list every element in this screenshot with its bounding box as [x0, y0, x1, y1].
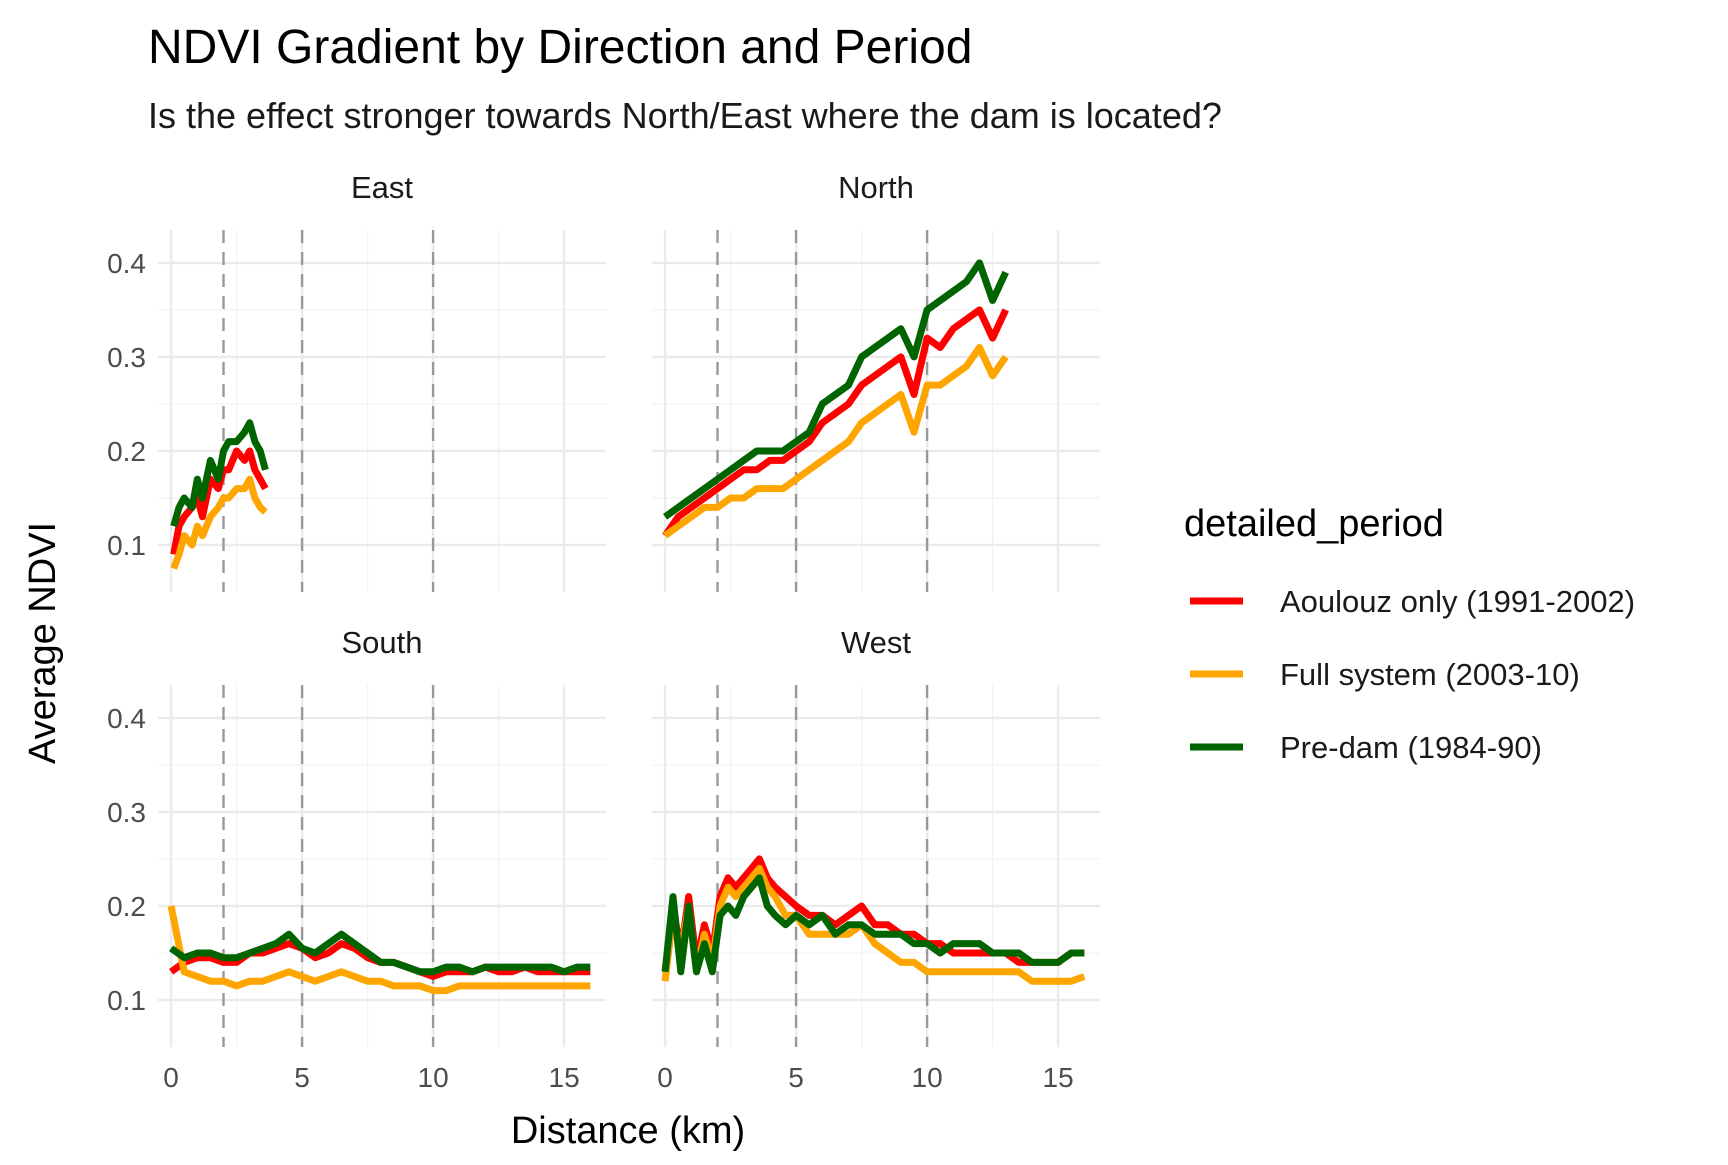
facet-panel-west: West 0 5 10 15: [652, 625, 1100, 1093]
x-tick-label: 0: [163, 1062, 179, 1093]
legend-label: Aoulouz only (1991-2002): [1280, 584, 1635, 619]
series-line: [169, 930, 591, 976]
x-axis-title: Distance (km): [511, 1110, 745, 1152]
legend-label: Full system (2003-10): [1280, 657, 1580, 692]
series-line: [663, 344, 1009, 539]
facet-panel-east: East 0.1 0.2 0.3 0.4: [107, 170, 606, 592]
x-tick-label: 10: [912, 1062, 943, 1093]
chart-title: NDVI Gradient by Direction and Period: [148, 21, 972, 74]
legend-title: detailed_period: [1184, 503, 1444, 545]
legend-entries: Aoulouz only (1991-2002) Full system (200…: [1190, 584, 1635, 765]
series-line: [170, 475, 268, 570]
y-tick-label: 0.1: [107, 985, 146, 1016]
y-tick-label: 0.4: [107, 703, 146, 734]
y-tick-label: 0.3: [107, 342, 146, 373]
facet-panels: East 0.1 0.2 0.3 0.4 North South 0.1 0.2 0.3 0.4 0 5…: [107, 170, 1100, 1093]
facet-panel-south: South 0.1 0.2 0.3 0.4 0 5 10 15: [107, 625, 606, 1093]
y-tick-label: 0.2: [107, 436, 146, 467]
y-axis-title: Average NDVI: [22, 522, 64, 764]
facet-strip-label: West: [841, 625, 911, 660]
facet-panel-north: North: [652, 170, 1100, 592]
facet-strip-label: South: [341, 625, 422, 660]
facet-strip-label: North: [838, 170, 914, 205]
x-tick-label: 0: [657, 1062, 673, 1093]
x-tick-label: 15: [1043, 1062, 1074, 1093]
y-tick-label: 0.4: [107, 248, 146, 279]
series-line: [170, 419, 269, 528]
x-tick-label: 5: [788, 1062, 804, 1093]
series-line: [167, 905, 591, 995]
y-tick-label: 0.3: [107, 797, 146, 828]
y-tick-label: 0.1: [107, 530, 146, 561]
legend-label: Pre-dam (1984-90): [1280, 730, 1542, 765]
chart-subtitle: Is the effect stronger towards North/Eas…: [148, 95, 1222, 136]
series-line: [661, 874, 1085, 976]
x-tick-label: 15: [549, 1062, 580, 1093]
legend: detailed_period Aoulouz only (1991-2002)…: [1184, 503, 1635, 765]
x-tick-label: 10: [418, 1062, 449, 1093]
series-line: [662, 306, 1009, 538]
x-tick-label: 5: [294, 1062, 310, 1093]
series-line: [663, 259, 1009, 520]
y-tick-label: 0.2: [107, 891, 146, 922]
facet-strip-label: East: [351, 170, 413, 205]
